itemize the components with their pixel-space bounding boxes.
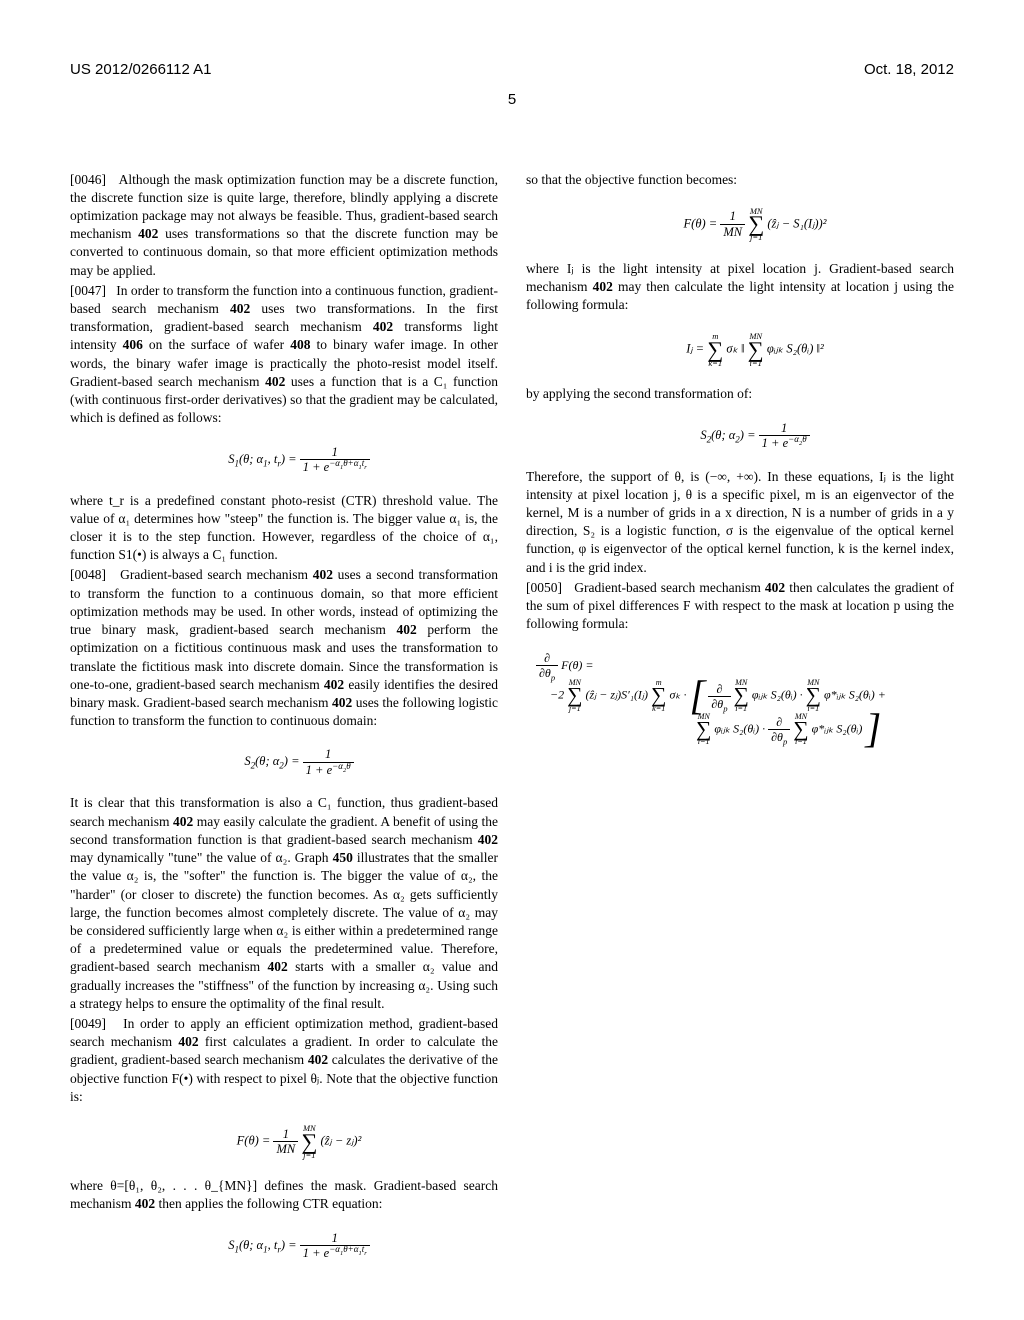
ref-num: 402 <box>178 1034 198 1049</box>
paragraph-0050: [0050] Gradient-based search mechanism 4… <box>526 579 954 634</box>
paragraph-0048-cont: It is clear that this transformation is … <box>70 794 498 1013</box>
page-header: US 2012/0266112 A1 Oct. 18, 2012 <box>70 60 954 80</box>
paragraph-0049-cont4: by applying the second transformation of… <box>526 385 954 403</box>
ref-num: 402 <box>268 959 288 974</box>
para-num: [0049] <box>70 1016 106 1031</box>
body-columns: [0046] Although the mask optimization fu… <box>70 171 954 1271</box>
equation-gradient: ∂∂θp F(θ) = −2 MN∑j=1 (ẑⱼ − zⱼ)S′₁(Iⱼ) m… <box>536 652 954 747</box>
equation-s2: S2(θ; α2) = 11 + e−α2θ <box>100 748 498 776</box>
paragraph-0047-cont: where t_r is a predefined constant photo… <box>70 492 498 565</box>
eq-body: (ẑⱼ − S₁(Iⱼ))² <box>767 216 826 230</box>
paragraph-0046: [0046] Although the mask optimization fu… <box>70 171 498 280</box>
para-text: so that the objective function becomes: <box>526 172 737 187</box>
equation-f-theta-s1: F(θ) = 1MN MN∑j=1 (ẑⱼ − S₁(Iⱼ))² <box>556 207 954 242</box>
para-text: by applying the second transformation of… <box>526 386 752 401</box>
paragraph-0047: [0047] In order to transform the functio… <box>70 282 498 428</box>
paragraph-0049-cont3: where Iⱼ is the light intensity at pixel… <box>526 260 954 315</box>
ref-num: 402 <box>308 1052 328 1067</box>
ref-num: 402 <box>265 374 285 389</box>
para-num: [0046] <box>70 172 106 187</box>
eq-body: φᵢⱼₖ S₂(θᵢ) ‖² <box>767 342 824 356</box>
ref-num: 402 <box>397 622 417 637</box>
eq-label: F(θ) = <box>237 1134 271 1148</box>
eq-label: F(θ) = <box>684 216 718 230</box>
para-text: then applies the following CTR equation: <box>155 1196 382 1211</box>
para-text: Gradient-based search mechanism <box>120 567 313 582</box>
publication-date: Oct. 18, 2012 <box>864 60 954 80</box>
paragraph-0048: [0048] Gradient-based search mechanism 4… <box>70 566 498 730</box>
ref-num: 406 <box>123 337 143 352</box>
publication-number: US 2012/0266112 A1 <box>70 60 212 80</box>
para-text: illustrates that the smaller the value α… <box>70 850 498 974</box>
ref-num: 402 <box>173 814 193 829</box>
equation-s1: S1(θ; α1, tr) = 11 + e−α1θ+α1tr <box>100 446 498 474</box>
ref-num: 402 <box>324 677 344 692</box>
eq-body: (ẑⱼ − zⱼ)² <box>320 1134 361 1148</box>
page-number: 5 <box>70 90 954 110</box>
ref-num: 402 <box>138 226 158 241</box>
paragraph-0049-cont5: Therefore, the support of θ, is (−∞, +∞)… <box>526 468 954 577</box>
para-num: [0048] <box>70 567 106 582</box>
ref-num: 402 <box>313 567 333 582</box>
para-num: [0047] <box>70 283 106 298</box>
ref-num: 402 <box>478 832 498 847</box>
eq-label: Iⱼ = <box>686 342 704 356</box>
ref-num: 402 <box>135 1196 155 1211</box>
para-num: [0050] <box>526 580 562 595</box>
paragraph-0049-cont1: where θ=[θ₁, θ₂, . . . θ_{MN}] defines t… <box>70 1177 498 1213</box>
ref-num: 402 <box>765 580 785 595</box>
equation-s1-repeat: S1(θ; α1, tr) = 11 + e−α1θ+α1tr <box>100 1232 498 1260</box>
para-text: may dynamically "tune" the value of α₂. … <box>70 850 333 865</box>
ref-num: 402 <box>593 279 613 294</box>
ref-num: 402 <box>230 301 250 316</box>
para-text: on the surface of wafer <box>143 337 290 352</box>
para-text: Therefore, the support of θ, is (−∞, +∞)… <box>526 469 954 575</box>
equation-ij: Iⱼ = m∑k=1 σₖ ‖ MN∑i=1 φᵢⱼₖ S₂(θᵢ) ‖² <box>556 332 954 367</box>
ref-num: 402 <box>332 695 352 710</box>
ref-num: 408 <box>290 337 310 352</box>
equation-f-theta: F(θ) = 1MN MN∑j=1 (ẑⱼ − zⱼ)² <box>100 1124 498 1159</box>
para-text: Gradient-based search mechanism <box>574 580 765 595</box>
para-text: where t_r is a predefined constant photo… <box>70 493 498 563</box>
eq-mid: σₖ ‖ <box>726 342 744 356</box>
ref-num: 402 <box>373 319 393 334</box>
paragraph-0049-cont2: so that the objective function becomes: <box>526 171 954 189</box>
paragraph-0049: [0049] In order to apply an efficient op… <box>70 1015 498 1106</box>
ref-num: 450 <box>333 850 353 865</box>
equation-s2-repeat: S2(θ; α2) = 11 + e−α2θ <box>556 422 954 450</box>
